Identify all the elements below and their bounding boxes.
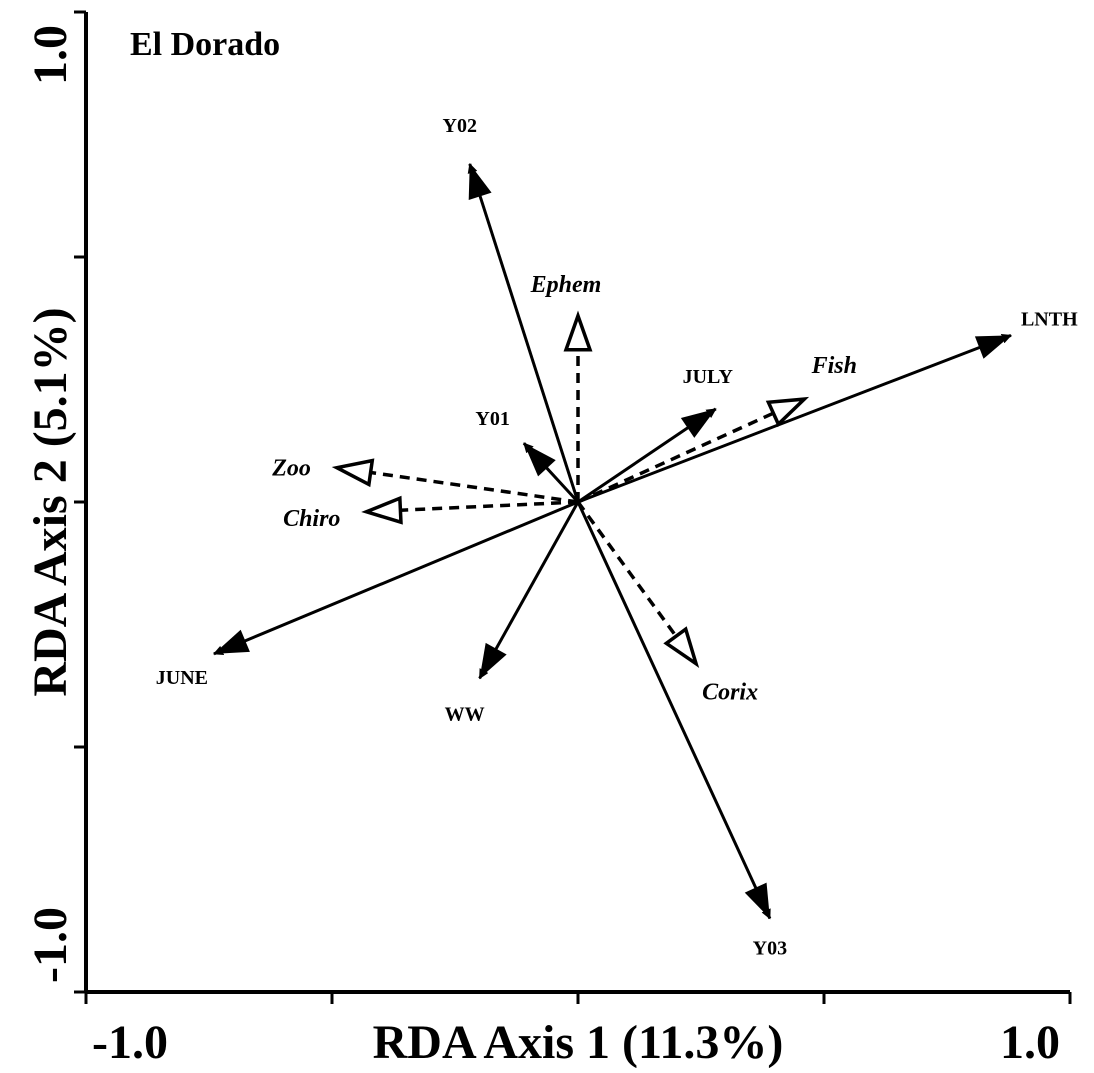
arrowhead-y01 xyxy=(523,443,556,477)
label-zoo: Zoo xyxy=(271,456,311,482)
vector-line-lnth xyxy=(577,333,1012,504)
vector-fish xyxy=(577,396,810,504)
label-ephem: Ephem xyxy=(530,272,602,298)
y-axis-title: RDA Axis 2 (5.1%) xyxy=(24,307,77,696)
arrowhead-lnth xyxy=(974,335,1011,359)
vector-y01 xyxy=(522,442,580,504)
arrowhead-y02 xyxy=(468,163,492,200)
vector-line-chiro xyxy=(400,500,579,512)
vectors xyxy=(212,162,1012,920)
arrowhead-zoo xyxy=(331,458,375,488)
x-axis-title: RDA Axis 1 (11.3%) xyxy=(373,1016,784,1068)
label-fish: Fish xyxy=(811,353,857,379)
x-tick-label-min: -1.0 xyxy=(92,1016,168,1068)
vector-y03 xyxy=(576,501,772,920)
arrowhead-fish xyxy=(765,396,810,428)
vector-line-zoo xyxy=(370,470,579,504)
vector-line-y02 xyxy=(467,162,580,503)
label-y01: Y01 xyxy=(475,408,509,430)
label-july: JULY xyxy=(683,366,734,388)
arrowhead-ww xyxy=(479,642,507,679)
vector-line-june xyxy=(212,500,579,656)
arrowhead-june xyxy=(213,629,250,654)
arrowhead-ephem xyxy=(563,310,593,352)
vector-june xyxy=(212,500,579,656)
label-y02: Y02 xyxy=(443,115,477,137)
label-chiro: Chiro xyxy=(283,506,340,532)
text-layer: El Dorado RDA Axis 1 (11.3%) RDA Axis 2 … xyxy=(24,25,1078,1069)
arrowhead-corix xyxy=(663,626,700,668)
arrowhead-y03 xyxy=(744,882,770,919)
vector-july xyxy=(577,407,717,504)
label-june: JUNE xyxy=(156,667,208,689)
axes xyxy=(74,10,1072,1004)
panel-title: El Dorado xyxy=(130,26,280,63)
label-corix: Corix xyxy=(702,680,758,706)
y-tick-label-max: 1.0 xyxy=(24,25,77,85)
vector-lnth xyxy=(577,333,1012,504)
label-ww: WW xyxy=(445,703,485,725)
vector-chiro xyxy=(361,495,579,525)
x-tick-label-max: 1.0 xyxy=(1000,1016,1060,1068)
vector-line-fish xyxy=(577,411,775,504)
vector-ww xyxy=(478,501,580,680)
vector-ephem xyxy=(563,310,593,502)
arrowhead-chiro xyxy=(361,495,403,525)
vector-y02 xyxy=(467,162,580,503)
label-y03: Y03 xyxy=(753,938,787,960)
arrowhead-july xyxy=(680,408,716,438)
y-tick-label-min: -1.0 xyxy=(24,907,77,983)
vector-zoo xyxy=(331,458,579,504)
label-lnth: LNTH xyxy=(1021,308,1078,330)
vector-line-corix xyxy=(576,500,678,638)
vector-line-y03 xyxy=(576,501,772,920)
vector-corix xyxy=(576,500,700,668)
